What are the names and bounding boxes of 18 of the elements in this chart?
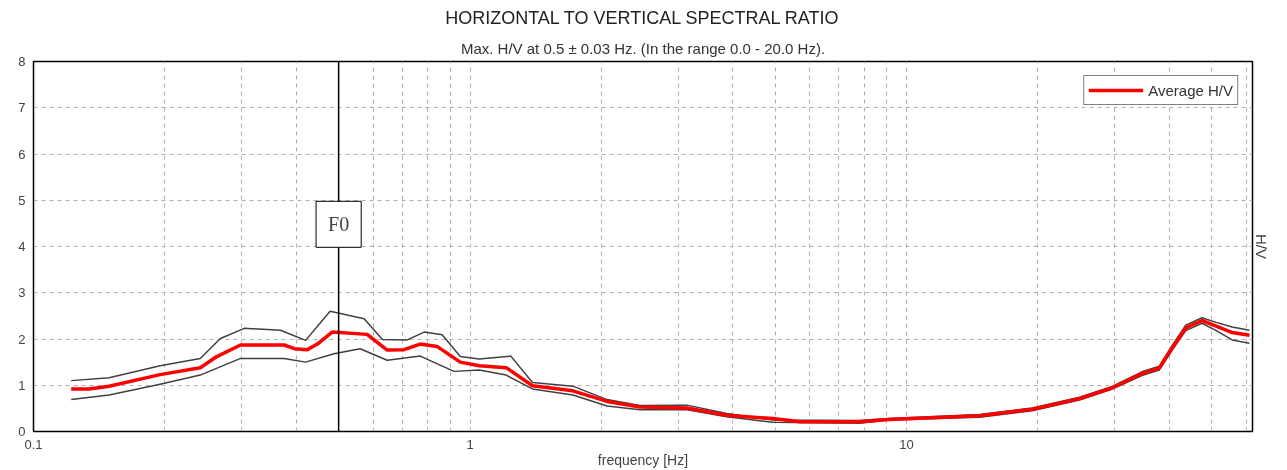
y-tick-label: 3 bbox=[18, 285, 26, 301]
legend-label: Average H/V bbox=[1148, 81, 1233, 99]
chart-subtitle: Max. H/V at 0.5 ± 0.03 Hz. (In the range 0.0 - 20.0 Hz). bbox=[460, 39, 826, 57]
y-tick-label: 2 bbox=[18, 331, 26, 347]
x-tick-label: 0.1 bbox=[24, 436, 43, 452]
y-axis-title: H/V bbox=[1252, 234, 1270, 260]
x-tick-label: 10 bbox=[899, 436, 914, 452]
y-tick-label: 4 bbox=[18, 239, 26, 254]
x-tick-label: 1 bbox=[466, 436, 474, 452]
y-tick-label: 6 bbox=[18, 146, 26, 162]
y-tick-label: 8 bbox=[18, 54, 26, 69]
y-tick-label: 0 bbox=[18, 424, 26, 439]
x-axis-title: frequency [Hz] bbox=[597, 451, 689, 468]
chart-title: HORIZONTAL TO VERTICAL SPECTRAL RATIO bbox=[445, 7, 839, 28]
y-tick-label: 7 bbox=[18, 100, 26, 116]
y-tick-label: 5 bbox=[18, 192, 26, 208]
y-tick-label: 1 bbox=[18, 377, 26, 393]
ref-line-label: F0 bbox=[328, 213, 350, 236]
